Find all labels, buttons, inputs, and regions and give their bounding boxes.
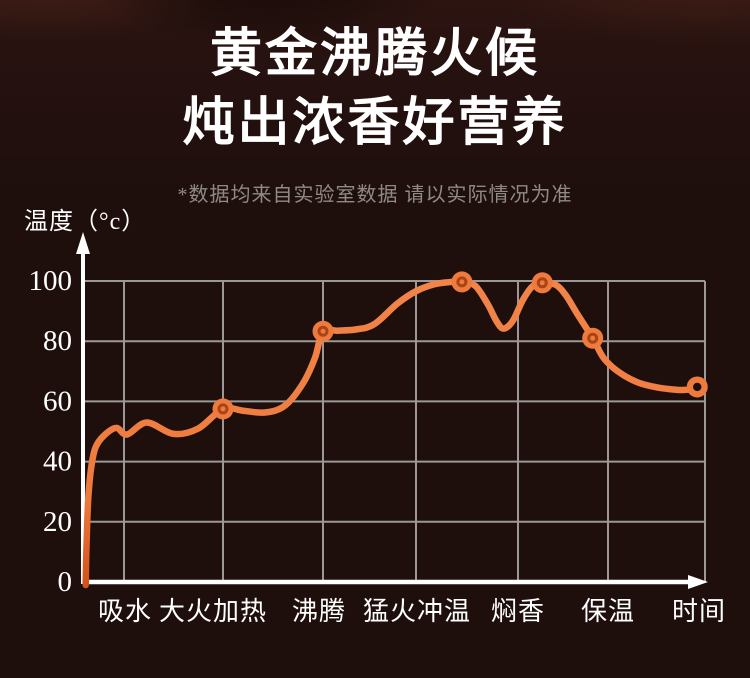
y-tick-label-0: 0 — [58, 566, 73, 598]
data-point-4 — [582, 328, 603, 349]
y-tick-label-100: 100 — [29, 265, 73, 297]
x-label-0: 吸水 — [98, 597, 152, 626]
x-label-4: 焖香 — [491, 597, 545, 626]
end-data-point-hole — [693, 383, 701, 391]
y-tick-label-40: 40 — [43, 446, 72, 478]
disclaimer-text: *数据均来自实验室数据 请以实际情况为准 — [0, 158, 750, 207]
data-point-0 — [213, 398, 234, 419]
data-point-1 — [313, 321, 334, 342]
x-label-5: 保温 — [581, 597, 635, 626]
y-tick-label-80: 80 — [43, 325, 72, 357]
x-label-3: 猛火冲温 — [363, 597, 471, 626]
x-label-2: 沸腾 — [292, 597, 346, 626]
temperature-curve — [86, 282, 698, 585]
temperature-line-chart: 0 20 40 60 80 100 吸水大火加热沸腾猛火冲温焖香 保温 时间 — [0, 228, 750, 678]
x-label-6: 时间 — [672, 597, 726, 626]
data-point-3 — [532, 272, 553, 293]
title-line-1: 黄金沸腾火候 — [0, 20, 750, 89]
y-tick-label-20: 20 — [43, 506, 72, 538]
y-axis-arrow-icon — [76, 232, 90, 254]
title-line-2: 炖出浓香好营养 — [0, 89, 750, 158]
header: 黄金沸腾火候 炖出浓香好营养 *数据均来自实验室数据 请以实际情况为准 — [0, 0, 750, 207]
data-point-2 — [451, 271, 472, 292]
x-label-1: 大火加热 — [159, 597, 267, 626]
y-tick-label-60: 60 — [43, 385, 72, 417]
poster-root: 黄金沸腾火候 炖出浓香好营养 *数据均来自实验室数据 请以实际情况为准 温度（°… — [0, 0, 750, 678]
page-title: 黄金沸腾火候 炖出浓香好营养 — [0, 0, 750, 158]
